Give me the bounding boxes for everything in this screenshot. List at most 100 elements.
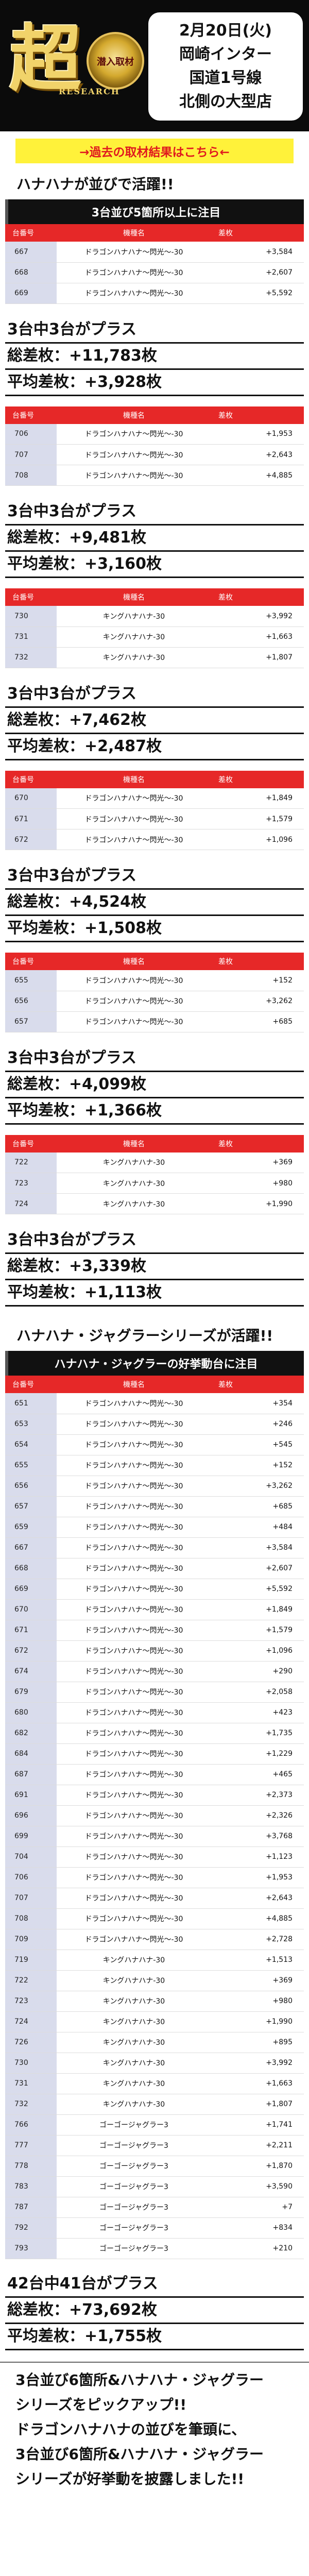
machine-number: 732 bbox=[5, 647, 57, 668]
table-row: 724 キングハナハナ-30 +1,990 bbox=[5, 2011, 304, 2032]
diff-value: +980 bbox=[211, 1173, 304, 1194]
table-row: 679 ドラゴンハナハナ～閃光～-30 +2,058 bbox=[5, 1682, 304, 1703]
plus-count: 3台中3台がプラス bbox=[5, 863, 304, 890]
machine-number: 674 bbox=[5, 1661, 57, 1682]
table-row: 687 ドラゴンハナハナ～閃光～-30 +465 bbox=[5, 1764, 304, 1785]
machine-number: 671 bbox=[5, 808, 57, 829]
model-name: キングハナハナ-30 bbox=[57, 2094, 211, 2115]
machine-number: 704 bbox=[5, 1846, 57, 1868]
machine-number: 723 bbox=[5, 1173, 57, 1194]
model-name: キングハナハナ-30 bbox=[57, 647, 211, 668]
diff-value: +834 bbox=[211, 2217, 304, 2239]
col-model: 機種名 bbox=[57, 406, 211, 424]
model-name: ドラゴンハナハナ～閃光～-30 bbox=[57, 808, 211, 829]
table-row: 730 キングハナハナ-30 +3,992 bbox=[5, 606, 304, 627]
col-machine-no: 台番号 bbox=[5, 770, 57, 788]
machine-number: 691 bbox=[5, 1785, 57, 1806]
table-row: 708 ドラゴンハナハナ～閃光～-30 +4,885 bbox=[5, 465, 304, 486]
diff-value: +685 bbox=[211, 1011, 304, 1032]
model-name: ドラゴンハナハナ～閃光～-30 bbox=[57, 465, 211, 486]
model-name: ドラゴンハナハナ～閃光～-30 bbox=[57, 1476, 211, 1497]
diff-value: +3,584 bbox=[211, 1537, 304, 1558]
section-headline-2: ハナハナ・ジャグラーシリーズが活躍!! bbox=[16, 1327, 273, 1344]
table-row: 732 キングハナハナ-30 +1,807 bbox=[5, 2094, 304, 2115]
model-name: ドラゴンハナハナ～閃光～-30 bbox=[57, 283, 211, 304]
col-machine-no: 台番号 bbox=[5, 1376, 57, 1393]
model-name: ドラゴンハナハナ～閃光～-30 bbox=[57, 1743, 211, 1765]
diff-value: +1,096 bbox=[211, 829, 304, 850]
past-results-link-label[interactable]: →過去の取材結果はこちら← bbox=[79, 146, 230, 159]
group-summary: 3台中3台がプラス 総差枚：+3,339枚 平均差枚：+1,113枚 bbox=[5, 1228, 304, 1307]
machine-number: 668 bbox=[5, 1558, 57, 1579]
logo-emblem-text: 潜入取材 bbox=[97, 57, 134, 67]
model-name: ドラゴンハナハナ～閃光～-30 bbox=[57, 423, 211, 445]
diff-value: +2,373 bbox=[211, 1785, 304, 1806]
machine-number: 793 bbox=[5, 2238, 57, 2259]
closing-line: 3台並び6箇所&ハナハナ・ジャグラー bbox=[15, 2445, 264, 2463]
past-results-link[interactable]: →過去の取材結果はこちら← bbox=[15, 139, 294, 163]
machine-number: 669 bbox=[5, 1579, 57, 1600]
table-row: 657 ドラゴンハナハナ～閃光～-30 +685 bbox=[5, 1011, 304, 1032]
logo-subtext: RESEARCH bbox=[59, 87, 120, 96]
section-headline-1: ハナハナが並びで活躍!! bbox=[16, 176, 174, 193]
diff-value: +1,953 bbox=[211, 1867, 304, 1888]
model-name: ドラゴンハナハナ～閃光～-30 bbox=[57, 1640, 211, 1662]
plus-count: 3台中3台がプラス bbox=[5, 1228, 304, 1254]
plus-count: 3台中3台がプラス bbox=[5, 1046, 304, 1072]
machine-number: 653 bbox=[5, 1414, 57, 1435]
diff-value: +3,768 bbox=[211, 1826, 304, 1847]
machine-number: 723 bbox=[5, 1991, 57, 2012]
table-row: 670 ドラゴンハナハナ～閃光～-30 +1,849 bbox=[5, 788, 304, 809]
diff-value: +152 bbox=[211, 1455, 304, 1476]
table-row: 783 ゴーゴージャグラー3 +3,590 bbox=[5, 2176, 304, 2197]
table-row: 792 ゴーゴージャグラー3 +834 bbox=[5, 2217, 304, 2239]
diff-value: +7 bbox=[211, 2197, 304, 2218]
diff-value: +3,262 bbox=[211, 1476, 304, 1497]
model-name: ドラゴンハナハナ～閃光～-30 bbox=[57, 1599, 211, 1620]
group-table: 台番号 機種名 差枚 722 キングハナハナ-30 +369 723 キングハナハナ-30 +9… bbox=[5, 1134, 304, 1214]
col-machine-no: 台番号 bbox=[5, 406, 57, 424]
diff-value: +685 bbox=[211, 1496, 304, 1517]
col-diff: 差枚 bbox=[211, 770, 304, 788]
table-row: 659 ドラゴンハナハナ～閃光～-30 +484 bbox=[5, 1517, 304, 1538]
diff-value: +152 bbox=[211, 970, 304, 991]
closing-line: 3台並び6箇所&ハナハナ・ジャグラー bbox=[15, 2371, 264, 2388]
diff-value: +2,607 bbox=[211, 1558, 304, 1579]
model-name: ドラゴンハナハナ～閃光～-30 bbox=[57, 1579, 211, 1600]
model-name: ゴーゴージャグラー3 bbox=[57, 2217, 211, 2239]
model-name: ドラゴンハナハナ～閃光～-30 bbox=[57, 1764, 211, 1785]
diff-value: +1,579 bbox=[211, 1620, 304, 1641]
report-title-box: 2月20日(火) 岡崎インター 国道1号線 北側の大型店 bbox=[148, 12, 303, 121]
model-name: ドラゴンハナハナ～閃光～-30 bbox=[57, 991, 211, 1012]
diff-value: +2,643 bbox=[211, 1888, 304, 1909]
table-header-row: 台番号 機種名 差枚 bbox=[5, 1134, 304, 1153]
logo-emblem: 潜入取材 bbox=[87, 32, 144, 90]
diff-value: +1,953 bbox=[211, 423, 304, 445]
machine-number: 655 bbox=[5, 1455, 57, 1476]
table-row: 699 ドラゴンハナハナ～閃光～-30 +3,768 bbox=[5, 1826, 304, 1847]
group-table: 台番号 機種名 差枚 667 ドラゴンハナハナ～閃光～-30 +3,584 668 ドラゴンハ… bbox=[5, 224, 304, 304]
table-header-row: 台番号 機種名 差枚 bbox=[5, 953, 304, 970]
table-row: 793 ゴーゴージャグラー3 +210 bbox=[5, 2238, 304, 2259]
model-name: ドラゴンハナハナ～閃光～-30 bbox=[57, 1929, 211, 1950]
model-name: ドラゴンハナハナ～閃光～-30 bbox=[57, 1011, 211, 1032]
machine-number: 670 bbox=[5, 788, 57, 809]
diff-value: +210 bbox=[211, 2238, 304, 2259]
model-name: ゴーゴージャグラー3 bbox=[57, 2114, 211, 2136]
table-row: 651 ドラゴンハナハナ～閃光～-30 +354 bbox=[5, 1393, 304, 1414]
model-name: ドラゴンハナハナ～閃光～-30 bbox=[57, 1682, 211, 1703]
machine-number: 730 bbox=[5, 2053, 57, 2074]
diff-value: +1,990 bbox=[211, 2011, 304, 2032]
table-row: 731 キングハナハナ-30 +1,663 bbox=[5, 626, 304, 648]
model-name: ドラゴンハナハナ～閃光～-30 bbox=[57, 1702, 211, 1723]
table-row: 709 ドラゴンハナハナ～閃光～-30 +2,728 bbox=[5, 1929, 304, 1950]
diff-value: +369 bbox=[211, 1970, 304, 1991]
table-row: 671 ドラゴンハナハナ～閃光～-30 +1,579 bbox=[5, 808, 304, 829]
table-row: 657 ドラゴンハナハナ～閃光～-30 +685 bbox=[5, 1496, 304, 1517]
machine-number: 667 bbox=[5, 242, 57, 263]
machine-number: 682 bbox=[5, 1723, 57, 1744]
group-table: 台番号 機種名 差枚 706 ドラゴンハナハナ～閃光～-30 +1,953 707 ドラゴンハ… bbox=[5, 406, 304, 486]
model-name: ドラゴンハナハナ～閃光～-30 bbox=[57, 1517, 211, 1538]
machine-number: 706 bbox=[5, 1867, 57, 1888]
report-location-1: 岡崎インター bbox=[179, 45, 272, 63]
